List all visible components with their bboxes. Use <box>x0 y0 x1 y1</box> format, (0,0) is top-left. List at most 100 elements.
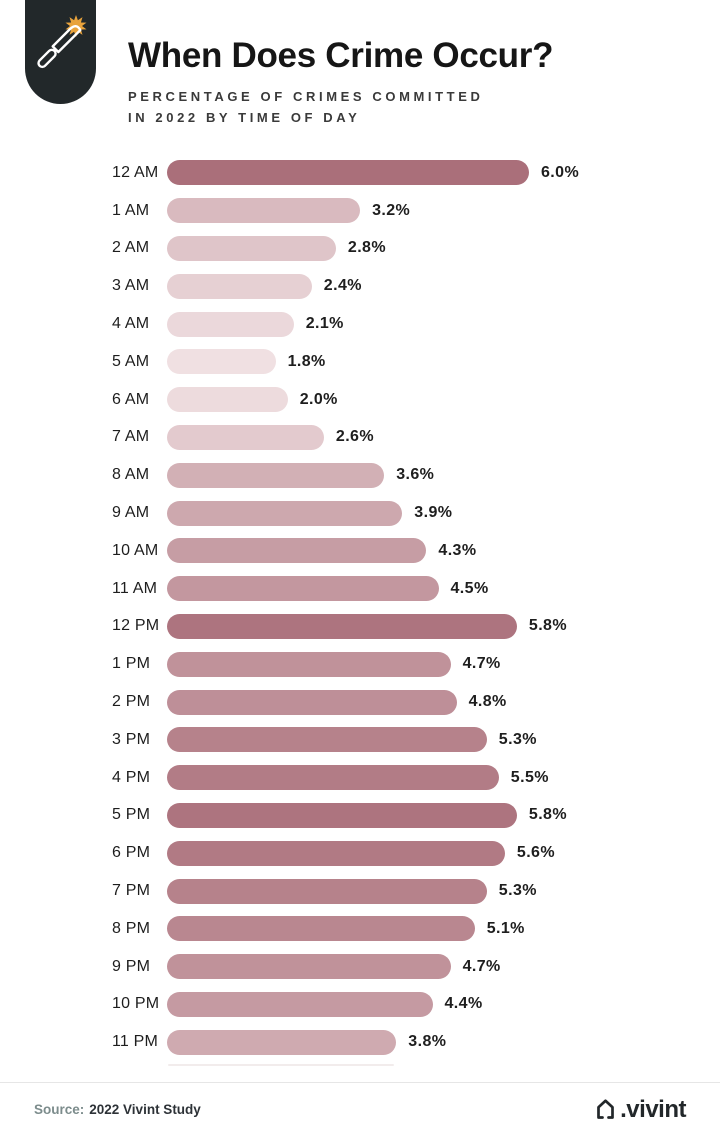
value-label: 2.1% <box>305 315 344 333</box>
time-label: 8 PM <box>112 919 151 937</box>
time-label: 6 AM <box>112 390 150 408</box>
bar <box>167 1029 397 1055</box>
bar <box>167 311 294 337</box>
time-label: 11 PM <box>112 1033 159 1051</box>
chart-row: 2 AM 2.8% <box>112 230 579 268</box>
bar <box>167 954 451 980</box>
bar <box>167 916 475 942</box>
bar <box>167 198 361 224</box>
bar <box>167 802 517 828</box>
bar <box>167 160 529 186</box>
time-label: 11 AM <box>112 579 158 597</box>
bar <box>167 462 385 488</box>
brand-wordmark: .vivint <box>620 1095 686 1123</box>
chart-row: 1 PM 4.7% <box>112 645 579 683</box>
bar <box>167 765 499 791</box>
time-label: 4 AM <box>112 315 150 333</box>
bar <box>167 349 276 375</box>
bar <box>167 538 427 564</box>
bar <box>167 273 312 299</box>
bar <box>167 689 457 715</box>
value-label: 4.4% <box>444 995 483 1013</box>
knife-burst-icon <box>36 15 86 69</box>
value-label: 4.3% <box>438 541 477 559</box>
chart-row: 4 PM 5.5% <box>112 759 579 797</box>
value-label: 5.3% <box>498 730 537 748</box>
value-label: 5.8% <box>528 806 567 824</box>
bar <box>167 878 487 904</box>
chart-row: 5 PM 5.8% <box>112 797 579 835</box>
bar <box>167 727 487 753</box>
time-label: 12 AM <box>112 163 159 181</box>
value-label: 2.6% <box>335 428 374 446</box>
chart-row: 10 PM 4.4% <box>112 986 579 1024</box>
bar <box>167 613 517 639</box>
bar <box>167 387 288 413</box>
bar-chart: 12 AM 6.0% 1 AM 3.2% 2 AM 2.8% 3 AM 2.4%… <box>112 154 579 1061</box>
source-text: 2022 Vivint Study <box>89 1102 201 1117</box>
footer: Source: 2022 Vivint Study .vivint <box>0 1083 720 1136</box>
page-subtitle: PERCENTAGE OF CRIMES COMMITTED IN 2022 B… <box>128 87 553 129</box>
value-label: 4.7% <box>462 957 501 975</box>
subtitle-line-1: PERCENTAGE OF CRIMES COMMITTED <box>128 89 484 104</box>
value-label: 5.5% <box>510 768 549 786</box>
value-label: 5.6% <box>516 844 555 862</box>
chart-baseline <box>168 1064 394 1066</box>
time-label: 12 PM <box>112 617 160 635</box>
chart-row: 4 AM 2.1% <box>112 305 579 343</box>
chart-row: 10 AM 4.3% <box>112 532 579 570</box>
chart-row: 3 AM 2.4% <box>112 267 579 305</box>
time-label: 9 AM <box>112 504 150 522</box>
chart-row: 7 AM 2.6% <box>112 419 579 457</box>
time-label: 8 AM <box>112 466 150 484</box>
bar <box>167 991 433 1017</box>
value-label: 5.3% <box>498 882 537 900</box>
value-label: 4.5% <box>450 579 489 597</box>
chart-row: 12 PM 5.8% <box>112 608 579 646</box>
time-label: 9 PM <box>112 957 151 975</box>
time-label: 3 PM <box>112 730 151 748</box>
time-label: 1 AM <box>112 201 150 219</box>
value-label: 3.2% <box>372 201 411 219</box>
value-label: 4.7% <box>462 655 501 673</box>
time-label: 7 AM <box>112 428 150 446</box>
chart-row: 9 AM 3.9% <box>112 494 579 532</box>
footer-divider <box>0 1082 720 1083</box>
time-label: 2 PM <box>112 693 151 711</box>
source-note: Source: 2022 Vivint Study <box>34 1102 201 1117</box>
bar <box>167 840 505 866</box>
value-label: 3.6% <box>396 466 435 484</box>
page-title: When Does Crime Occur? <box>128 36 554 75</box>
value-label: 5.1% <box>486 919 525 937</box>
bar <box>167 576 439 602</box>
time-label: 7 PM <box>112 882 151 900</box>
value-label: 2.4% <box>323 277 362 295</box>
chart-row: 7 PM 5.3% <box>112 872 579 910</box>
value-label: 6.0% <box>541 163 580 181</box>
chart-row: 6 AM 2.0% <box>112 381 579 419</box>
chart-row: 11 AM 4.5% <box>112 570 579 608</box>
source-label: Source: <box>34 1102 85 1117</box>
time-label: 2 AM <box>112 239 150 257</box>
header: When Does Crime Occur? PERCENTAGE OF CRI… <box>128 36 553 129</box>
value-label: 5.8% <box>528 617 567 635</box>
value-label: 2.0% <box>299 390 338 408</box>
chart-row: 8 AM 3.6% <box>112 456 579 494</box>
bar <box>167 651 451 677</box>
knife-handle <box>36 48 57 69</box>
knife-badge <box>25 0 96 104</box>
time-label: 10 PM <box>112 995 160 1013</box>
value-label: 4.8% <box>468 693 507 711</box>
chart-row: 9 PM 4.7% <box>112 948 579 986</box>
chart-row: 12 AM 6.0% <box>112 154 579 192</box>
time-label: 1 PM <box>112 655 151 673</box>
value-label: 2.8% <box>347 239 386 257</box>
time-label: 5 PM <box>112 806 151 824</box>
chart-row: 3 PM 5.3% <box>112 721 579 759</box>
bar <box>167 424 324 450</box>
knife-blade <box>50 25 81 54</box>
subtitle-line-2: IN 2022 BY TIME OF DAY <box>128 109 361 125</box>
time-label: 3 AM <box>112 277 150 295</box>
time-label: 10 AM <box>112 541 159 559</box>
vivint-logo: .vivint <box>592 1096 686 1124</box>
